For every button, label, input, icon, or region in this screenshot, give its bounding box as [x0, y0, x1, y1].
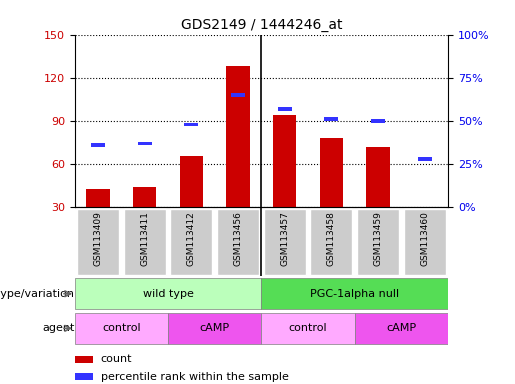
Text: GSM113459: GSM113459 — [373, 211, 383, 266]
Bar — [366, 147, 390, 207]
Bar — [133, 187, 157, 207]
Bar — [320, 138, 343, 207]
Bar — [180, 156, 203, 207]
Title: GDS2149 / 1444246_at: GDS2149 / 1444246_at — [181, 18, 342, 32]
Bar — [324, 118, 338, 121]
FancyBboxPatch shape — [168, 313, 261, 344]
Text: count: count — [101, 354, 132, 364]
FancyBboxPatch shape — [170, 209, 212, 275]
FancyBboxPatch shape — [357, 209, 399, 275]
Bar — [273, 115, 296, 207]
FancyBboxPatch shape — [75, 313, 168, 344]
FancyBboxPatch shape — [404, 209, 445, 275]
Text: GSM113456: GSM113456 — [233, 211, 243, 266]
Text: GSM113411: GSM113411 — [140, 211, 149, 266]
FancyBboxPatch shape — [77, 209, 119, 275]
Text: genotype/variation: genotype/variation — [0, 289, 75, 299]
Text: GSM113412: GSM113412 — [187, 211, 196, 266]
Bar — [184, 122, 198, 126]
FancyBboxPatch shape — [261, 278, 448, 310]
FancyBboxPatch shape — [75, 278, 261, 310]
FancyBboxPatch shape — [355, 313, 448, 344]
Text: control: control — [289, 323, 328, 333]
Text: GSM113457: GSM113457 — [280, 211, 289, 266]
Bar — [91, 143, 105, 147]
Text: wild type: wild type — [143, 289, 194, 299]
FancyBboxPatch shape — [217, 209, 259, 275]
Text: percentile rank within the sample: percentile rank within the sample — [101, 372, 289, 382]
Bar — [75, 373, 93, 380]
Bar — [75, 356, 93, 363]
Text: PGC-1alpha null: PGC-1alpha null — [310, 289, 399, 299]
Text: GSM113409: GSM113409 — [94, 211, 102, 266]
FancyBboxPatch shape — [311, 209, 352, 275]
Text: GSM113460: GSM113460 — [420, 211, 429, 266]
Text: agent: agent — [42, 323, 75, 333]
FancyBboxPatch shape — [261, 313, 355, 344]
Bar — [87, 189, 110, 207]
Bar — [371, 119, 385, 123]
Bar — [227, 66, 250, 207]
FancyBboxPatch shape — [124, 209, 166, 275]
Bar — [278, 107, 291, 111]
Text: cAMP: cAMP — [200, 323, 230, 333]
Bar — [138, 142, 152, 145]
Text: cAMP: cAMP — [386, 323, 417, 333]
Text: GSM113458: GSM113458 — [327, 211, 336, 266]
Bar — [231, 93, 245, 97]
Text: control: control — [102, 323, 141, 333]
FancyBboxPatch shape — [264, 209, 306, 275]
Bar — [418, 157, 432, 161]
